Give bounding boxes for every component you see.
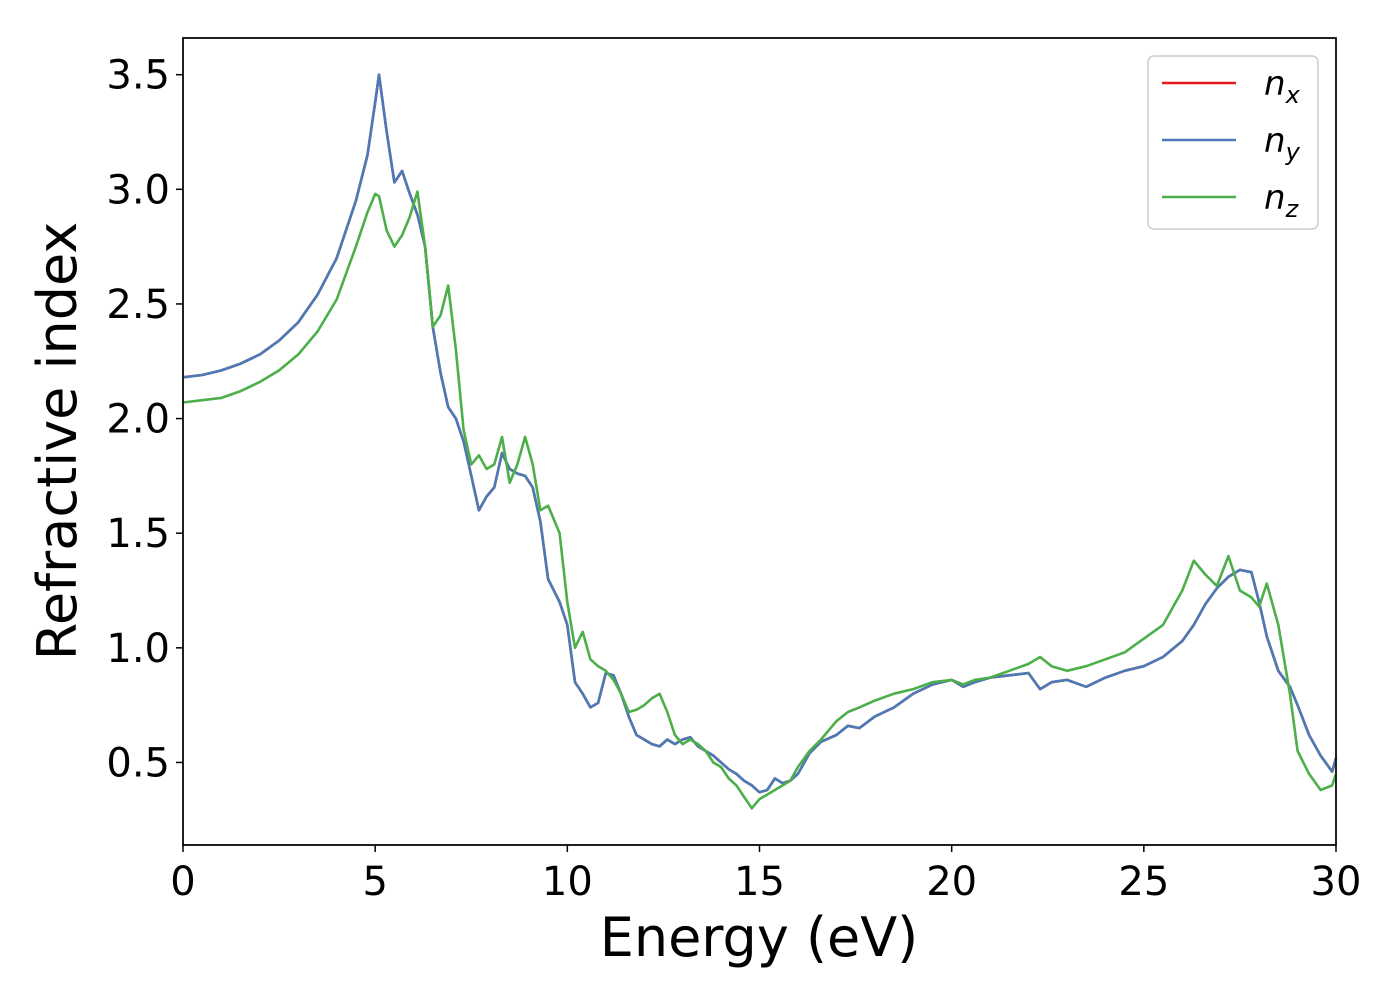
legend-box [1147, 55, 1319, 230]
x-tick-label: 10 [542, 859, 593, 905]
legend-label-ny: ny [1264, 121, 1301, 166]
legend-label-nx: nx [1264, 64, 1301, 109]
x-tick-label: 30 [1311, 859, 1362, 905]
x-axis: 0 5 10 15 20 25 30 [170, 845, 1361, 905]
y-tick-label: 1.5 [106, 511, 170, 557]
y-tick-label: 0.5 [106, 740, 170, 786]
x-tick-label: 25 [1118, 859, 1169, 905]
y-tick-label: 2.5 [106, 282, 170, 328]
y-tick-label: 2.0 [106, 397, 170, 443]
series-line-nz [182, 190, 1338, 810]
x-axis-title: Energy (eV) [600, 906, 919, 969]
y-tick-label: 1.0 [106, 626, 170, 672]
y-axis-title: Refractive index [26, 222, 89, 661]
y-tick-label: 3.0 [106, 167, 170, 213]
y-tick-label: 3.5 [106, 53, 170, 99]
x-tick-label: 20 [926, 859, 977, 905]
x-tick-label: 5 [362, 859, 387, 905]
series-group [182, 73, 1338, 810]
legend: nx ny nz [1147, 55, 1319, 230]
legend-label-nz: nz [1264, 178, 1300, 223]
x-tick-label: 0 [170, 859, 195, 905]
x-tick-label: 15 [734, 859, 785, 905]
plot-area [182, 37, 1337, 846]
y-axis: 0.5 1.0 1.5 2.0 2.5 3.0 3.5 [106, 53, 183, 786]
